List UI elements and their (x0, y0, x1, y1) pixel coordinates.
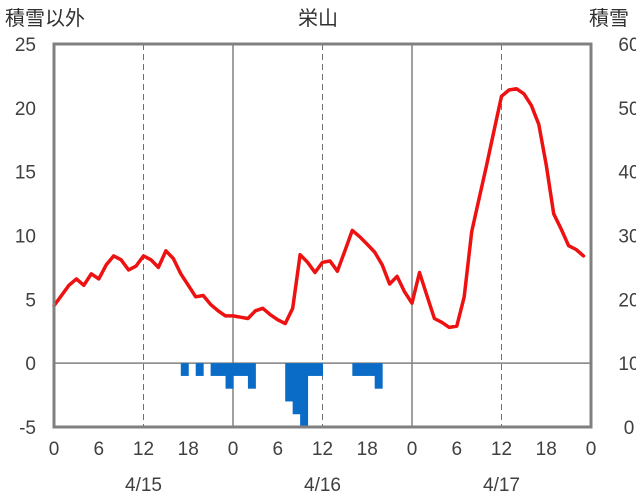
hour-tick-label: 0 (586, 439, 597, 460)
right-tick-label: 30 (618, 227, 636, 248)
hour-tick-label: 0 (228, 439, 239, 460)
precipitation-bar (225, 363, 234, 389)
left-tick-label: 10 (15, 227, 36, 248)
precipitation-bar (352, 363, 361, 376)
hour-tick-label: 18 (357, 439, 378, 460)
left-tick-label: 5 (25, 290, 36, 311)
right-axis-title: 積雪 (589, 6, 629, 30)
hour-tick-label: 18 (536, 439, 557, 460)
precipitation-bar (233, 363, 241, 376)
right-tick-label: 10 (618, 354, 636, 375)
precipitation-bar (359, 363, 368, 376)
precipitation-bar (285, 363, 294, 402)
hour-tick-label: 12 (133, 439, 154, 460)
precipitation-bars (180, 363, 383, 427)
plot-frame (52, 42, 593, 429)
precipitation-bar (247, 363, 256, 389)
precipitation-bar (210, 363, 219, 376)
left-tick-label: 20 (15, 99, 36, 120)
left-tick-label: 15 (15, 163, 36, 184)
hour-tick-label: 12 (491, 439, 512, 460)
hour-tick-label: 6 (93, 439, 104, 460)
left-tick-label: 25 (15, 35, 36, 56)
hour-tick-label: 18 (178, 439, 199, 460)
chart-title: 栄山 (298, 6, 338, 30)
hour-tick-label: 6 (451, 439, 462, 460)
date-label: 4/15 (125, 475, 162, 496)
right-tick-label: 20 (618, 290, 636, 311)
temperature-line (52, 86, 586, 330)
right-tick-label: 60 (618, 35, 636, 56)
hour-tick-label: 0 (407, 439, 418, 460)
hour-tick-label: 0 (49, 439, 60, 460)
right-tick-label: 0 (624, 418, 635, 439)
hour-tick-label: 6 (272, 439, 283, 460)
left-tick-label: 0 (25, 354, 36, 375)
precipitation-bar (195, 363, 204, 376)
precipitation-bar (374, 363, 383, 389)
date-label: 4/16 (304, 475, 341, 496)
precipitation-bar (240, 363, 249, 376)
precipitation-bar (218, 363, 227, 376)
left-axis-title: 積雪以外 (5, 6, 85, 30)
precipitation-bar (307, 363, 316, 376)
hour-tick-label: 12 (312, 439, 333, 460)
precipitation-bar (315, 363, 323, 376)
date-label: 4/17 (483, 475, 520, 496)
precipitation-bar (292, 363, 301, 415)
right-tick-label: 40 (618, 163, 636, 184)
left-tick-label: -5 (19, 418, 36, 439)
right-tick-label: 50 (618, 99, 636, 120)
precipitation-bar (300, 363, 309, 427)
precipitation-bar (180, 363, 189, 376)
precipitation-bar (367, 363, 376, 376)
